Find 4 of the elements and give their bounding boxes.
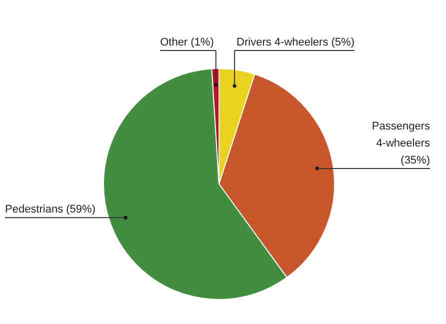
slice-label: Passengers 4-wheelers (35%) xyxy=(372,120,430,166)
slice-label: Drivers 4-wheelers (5%) xyxy=(236,36,355,48)
slice-label: Other (1%) xyxy=(160,36,214,48)
slice-label: Pedestrians (59%) xyxy=(5,204,96,216)
